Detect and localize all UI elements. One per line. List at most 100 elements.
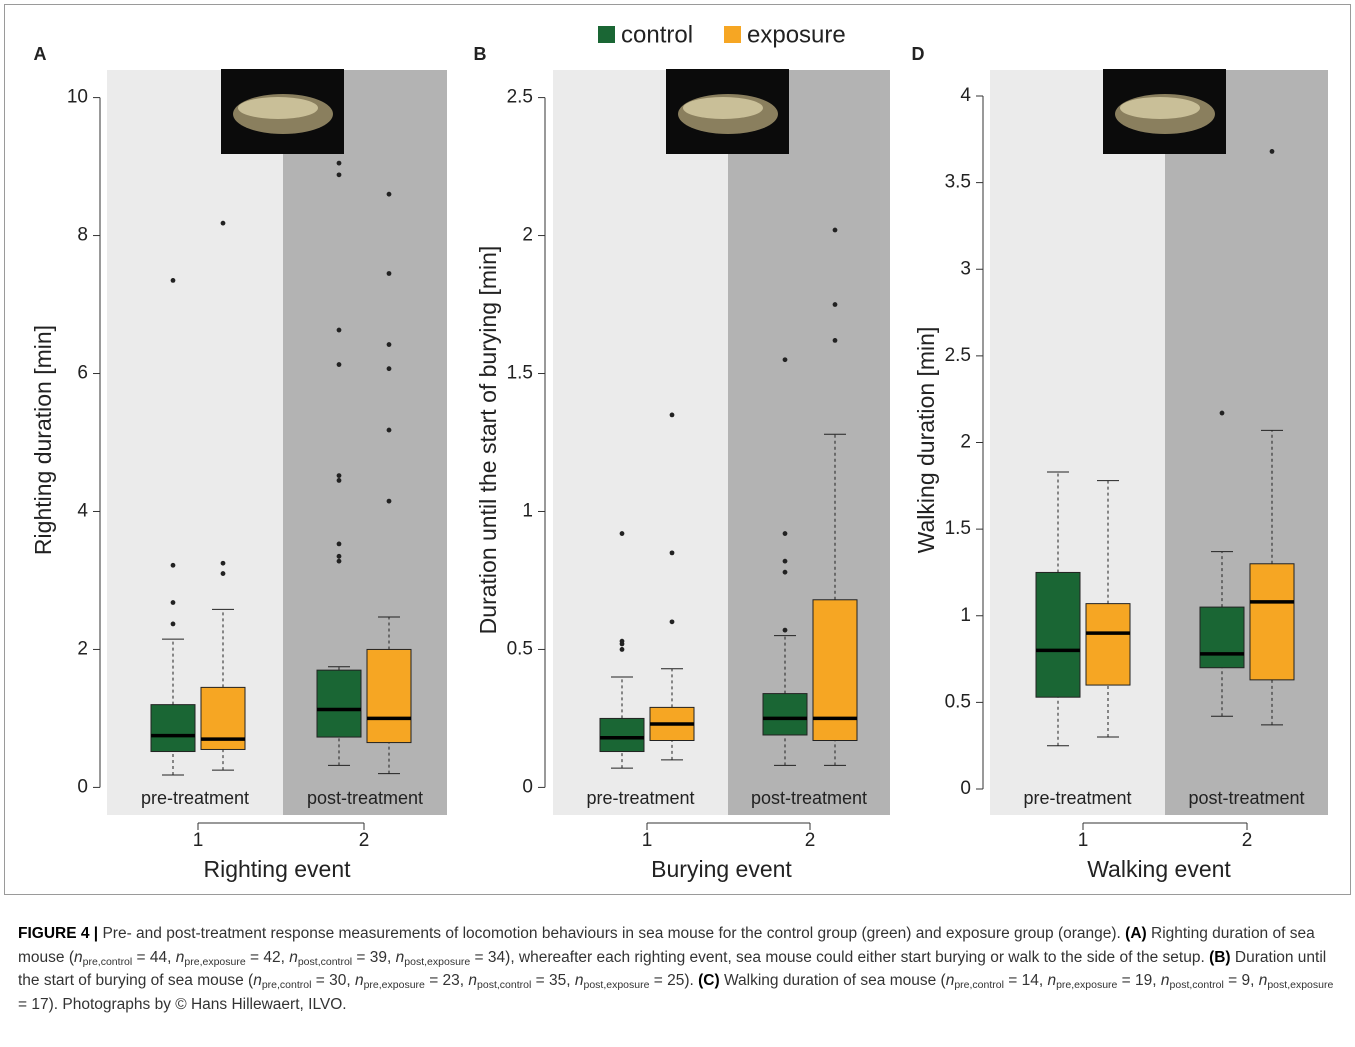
outlier bbox=[386, 427, 392, 433]
outlier bbox=[782, 569, 788, 575]
outlier bbox=[782, 627, 788, 633]
outlier bbox=[170, 621, 176, 627]
caption-t: = 34), whereafter each righting event, s… bbox=[470, 948, 1210, 966]
x-tick-label: 1 bbox=[642, 830, 653, 851]
caption-t: = 19, bbox=[1117, 972, 1161, 989]
photo-animal-highlight bbox=[683, 97, 763, 119]
outlier bbox=[669, 619, 675, 625]
outlier bbox=[336, 160, 342, 166]
x-tick-label: 2 bbox=[805, 830, 816, 851]
legend-label: exposure bbox=[747, 21, 846, 48]
region-background bbox=[553, 70, 728, 815]
box bbox=[1249, 563, 1295, 681]
x-axis-title: Walking event bbox=[1087, 856, 1231, 882]
box bbox=[599, 717, 645, 753]
region-label: post-treatment bbox=[307, 788, 423, 808]
outlier bbox=[386, 342, 392, 347]
caption-t: = 17). Photographs by © Hans Hillewaert,… bbox=[18, 995, 347, 1013]
box bbox=[366, 648, 412, 744]
caption-t: Righting duration of sea mouse ( bbox=[18, 925, 1315, 966]
caption-i: n bbox=[289, 948, 298, 966]
caption-t: = 14, bbox=[1003, 972, 1048, 989]
box bbox=[762, 693, 808, 736]
y-tick-label: 2 bbox=[960, 432, 971, 453]
region-label: pre-treatment bbox=[1023, 788, 1131, 808]
outlier bbox=[336, 558, 342, 564]
y-tick-label: 0.5 bbox=[945, 691, 971, 712]
x-tick-label: 2 bbox=[359, 830, 370, 851]
region-background bbox=[283, 70, 447, 815]
outlier bbox=[1219, 410, 1225, 416]
caption-sub: post,control bbox=[297, 955, 353, 968]
y-tick-label: 0 bbox=[522, 776, 533, 797]
outlier bbox=[669, 412, 675, 418]
caption-i: n bbox=[574, 972, 584, 989]
caption-t: = 25). bbox=[649, 972, 699, 989]
box bbox=[1085, 603, 1131, 686]
outlier bbox=[1269, 149, 1275, 154]
box bbox=[150, 704, 196, 753]
outlier bbox=[336, 473, 342, 479]
caption-sub: pre,control bbox=[261, 979, 312, 991]
y-tick-label: 2.5 bbox=[945, 345, 971, 366]
y-tick-label: 3.5 bbox=[945, 172, 971, 193]
outlier bbox=[170, 600, 176, 605]
region-background bbox=[990, 70, 1165, 815]
outlier bbox=[619, 638, 625, 644]
caption-t: Walking duration of sea mouse ( bbox=[719, 972, 946, 989]
caption-i: n bbox=[395, 948, 405, 966]
outlier bbox=[832, 338, 838, 343]
panel-label: B bbox=[474, 44, 487, 64]
caption-sub: pre,control bbox=[82, 955, 133, 968]
y-tick-label: 0.5 bbox=[507, 638, 533, 659]
caption-i: n bbox=[354, 972, 364, 989]
region-background bbox=[107, 70, 283, 815]
photo bbox=[1103, 69, 1226, 154]
y-axis-title: Duration until the start of burying [min… bbox=[475, 246, 501, 635]
region-background bbox=[1165, 70, 1328, 815]
outlier bbox=[170, 277, 176, 283]
caption-i: n bbox=[945, 972, 955, 989]
caption-sub: post,exposure bbox=[404, 955, 471, 968]
caption-i: n bbox=[175, 948, 185, 966]
outlier bbox=[782, 558, 788, 564]
outlier bbox=[386, 191, 392, 197]
figure-frame bbox=[4, 4, 1351, 895]
legend-label: control bbox=[621, 21, 693, 48]
legend-swatch bbox=[724, 26, 741, 43]
caption-t: Pre- and post-treatment response measure… bbox=[98, 925, 1126, 942]
photo-animal-highlight bbox=[238, 97, 318, 119]
caption-sub: pre,exposure bbox=[363, 979, 425, 991]
caption-t: = 44, bbox=[132, 948, 176, 966]
outlier bbox=[782, 531, 788, 536]
region-label: post-treatment bbox=[751, 788, 867, 808]
x-tick-label: 1 bbox=[1078, 830, 1089, 851]
outlier bbox=[336, 478, 342, 483]
caption-t: = 30, bbox=[311, 972, 355, 989]
outlier bbox=[386, 366, 392, 372]
caption-sub: post,control bbox=[477, 979, 532, 991]
y-tick-label: 2 bbox=[77, 638, 88, 659]
x-axis-title: Righting event bbox=[203, 856, 351, 882]
y-tick-label: 0 bbox=[77, 776, 88, 797]
panel-label: A bbox=[34, 44, 47, 64]
y-tick-label: 1.5 bbox=[945, 518, 971, 539]
outlier bbox=[832, 302, 838, 307]
y-tick-label: 0 bbox=[960, 778, 971, 799]
caption-b: FIGURE 4 | bbox=[18, 925, 99, 942]
y-tick-label: 4 bbox=[77, 500, 88, 521]
outlier bbox=[336, 362, 342, 367]
caption-i: n bbox=[468, 972, 478, 989]
outlier bbox=[336, 541, 342, 547]
caption-i: n bbox=[1160, 972, 1170, 989]
x-tick-label: 2 bbox=[1242, 830, 1253, 851]
photo bbox=[221, 69, 344, 154]
y-tick-label: 1.5 bbox=[507, 363, 533, 384]
outlier bbox=[782, 357, 788, 363]
outlier bbox=[220, 560, 226, 566]
y-tick-label: 10 bbox=[67, 87, 88, 108]
caption-t: = 23, bbox=[424, 972, 469, 989]
box bbox=[1035, 571, 1081, 698]
y-axis-title: Walking duration [min] bbox=[913, 327, 939, 554]
